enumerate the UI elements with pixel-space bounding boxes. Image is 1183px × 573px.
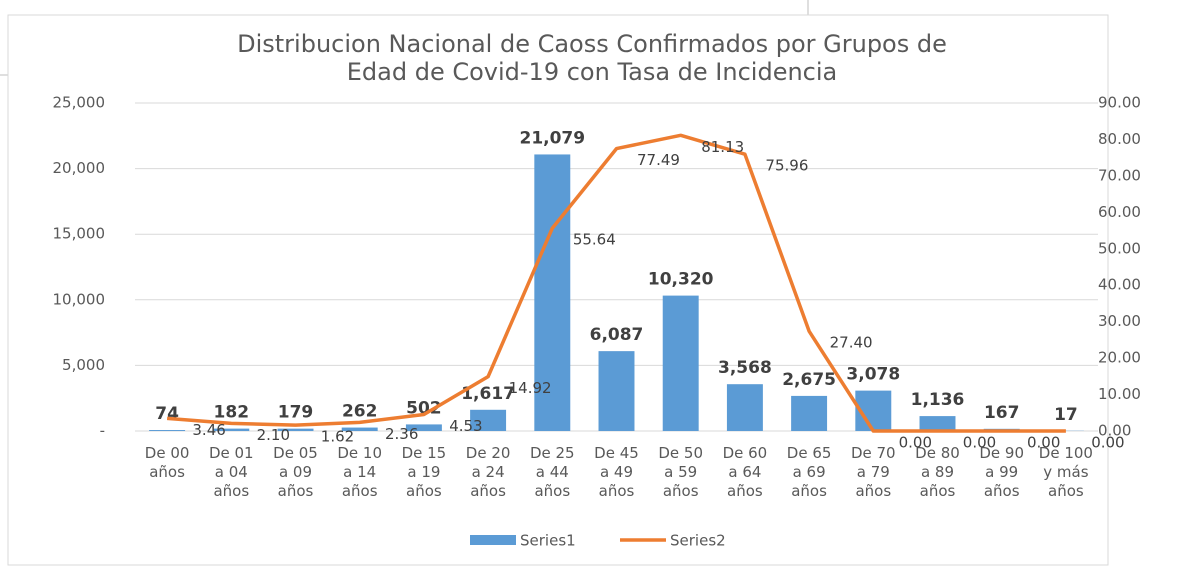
bar-value-label: 3,568 <box>718 358 772 378</box>
y2-tick-label: 90.00 <box>1098 94 1141 112</box>
x-tick-label: De 100 y más años <box>1039 444 1093 500</box>
chart-border <box>7 14 1109 566</box>
bar <box>213 428 250 431</box>
line-value-label: 77.49 <box>637 151 680 169</box>
bar-value-label: 502 <box>406 398 442 418</box>
bar <box>662 295 699 431</box>
line-value-label: 4.53 <box>449 417 482 435</box>
x-tick-label: De 50 a 59 años <box>658 444 703 500</box>
y-tick-label: 5,000 <box>62 356 105 374</box>
x-tick-label: De 65 a 69 años <box>787 444 832 500</box>
line-value-label: 1.62 <box>321 428 354 446</box>
x-tick-label: De 05 a 09 años <box>273 444 318 500</box>
bar <box>534 154 571 431</box>
y-tick-label: 20,000 <box>53 159 106 177</box>
x-tick-label: De 10 a 14 años <box>337 444 382 500</box>
line-value-label: 81.13 <box>701 138 744 156</box>
bar-value-label: 1,136 <box>911 390 965 410</box>
bar <box>791 395 828 431</box>
bar <box>405 424 442 431</box>
line <box>166 133 1066 433</box>
y2-tick-label: 30.00 <box>1098 312 1141 330</box>
bar-value-label: 1,617 <box>461 384 515 404</box>
bar <box>726 384 763 431</box>
chart-title: Distribucion Nacional de Caoss Confirmad… <box>237 30 947 58</box>
y2-tick-label: 0.00 <box>1098 422 1131 440</box>
line-value-label: 75.96 <box>765 157 808 175</box>
line-value-label: 14.92 <box>509 379 552 397</box>
x-tick-label: De 25 a 44 años <box>530 444 575 500</box>
bar-value-label: 3,078 <box>846 365 900 385</box>
bar-value-label: 21,079 <box>519 128 585 148</box>
line-value-label: 27.40 <box>830 334 873 352</box>
bar-value-label: 17 <box>1054 405 1078 425</box>
bar-value-label: 179 <box>278 403 314 423</box>
bar-value-label: 262 <box>342 402 378 422</box>
x-tick-label: De 01 a 04 años <box>209 444 254 500</box>
x-tick-label: De 80 a 89 años <box>915 444 960 500</box>
x-tick-label: De 60 a 64 años <box>723 444 768 500</box>
x-tick-label: De 00 años <box>145 444 190 481</box>
line-value-label: 0.00 <box>963 434 996 452</box>
y2-tick-label: 20.00 <box>1098 349 1141 367</box>
line-value-label: 0.00 <box>1091 434 1124 452</box>
y2-tick-label: 80.00 <box>1098 130 1141 148</box>
x-tick-label: De 45 a 49 años <box>594 444 639 500</box>
line-value-label: 2.10 <box>257 426 290 444</box>
bar-value-label: 10,320 <box>648 270 714 290</box>
x-tick-label: De 15 a 19 años <box>402 444 447 500</box>
bar-value-label: 6,087 <box>590 325 644 345</box>
chart-title: Edad de Covid-19 con Tasa de Incidencia <box>347 58 838 86</box>
bar <box>919 416 956 431</box>
y2-tick-label: 40.00 <box>1098 276 1141 294</box>
bar <box>341 427 378 431</box>
y2-tick-label: 10.00 <box>1098 385 1141 403</box>
bar-value-label: 182 <box>214 403 250 423</box>
y-tick-label: 15,000 <box>53 225 106 243</box>
bar <box>149 430 186 431</box>
line-value-label: 0.00 <box>1027 434 1060 452</box>
line-value-label: 0.00 <box>899 434 932 452</box>
y2-tick-label: 50.00 <box>1098 239 1141 257</box>
x-tick-label: De 70 a 79 años <box>851 444 896 500</box>
legend-label: Series2 <box>670 532 726 550</box>
x-tick-label: De 20 a 24 años <box>466 444 511 500</box>
line-value-label: 2.36 <box>385 425 418 443</box>
line-value-label: 3.46 <box>192 421 225 439</box>
y2-tick-label: 60.00 <box>1098 203 1141 221</box>
legend-label: Series1 <box>520 532 576 550</box>
bar-value-label: 74 <box>155 404 179 424</box>
bar-value-label: 2,675 <box>782 370 836 390</box>
line-value-label: 55.64 <box>573 231 616 249</box>
bar <box>598 351 635 431</box>
y-tick-label: - <box>100 422 105 440</box>
x-tick-label: De 90 a 99 años <box>979 444 1024 500</box>
bar <box>277 428 314 431</box>
bar-value-label: 167 <box>984 403 1020 423</box>
y2-tick-label: 70.00 <box>1098 166 1141 184</box>
legend-swatch <box>470 535 516 545</box>
bar <box>470 409 507 431</box>
y-tick-label: 25,000 <box>53 94 106 112</box>
y-tick-label: 10,000 <box>53 290 106 308</box>
